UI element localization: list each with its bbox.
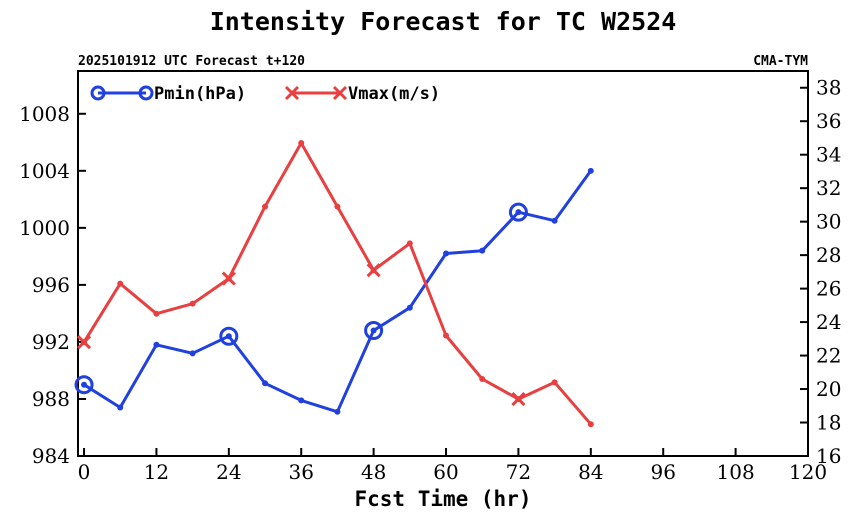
pmin-data-point — [262, 380, 269, 387]
x-tick-label: 24 — [216, 460, 241, 484]
vmax-data-point — [443, 332, 450, 339]
x-tick-label: 0 — [78, 460, 91, 484]
vmax-data-point — [117, 280, 124, 287]
vmax-data-point — [334, 203, 341, 210]
legend: Pmin(hPa) Vmax(m/s) — [90, 84, 440, 104]
vmax-data-point — [262, 203, 269, 210]
vmax-data-point — [298, 139, 305, 146]
axes: 0 12 24 36 48 60 72 84 96 108 120 984 988 992 996 1000 1… — [19, 76, 841, 484]
vmax-series-line — [82, 141, 592, 426]
legend-pmin-marker — [90, 85, 106, 101]
legend-vmax-marker — [284, 85, 300, 101]
legend-vmax-label: Vmax(m/s) — [348, 84, 440, 104]
left-y-tick-label: 984 — [32, 444, 70, 468]
x-tick-label: 96 — [650, 460, 675, 484]
right-y-tick-label: 26 — [816, 277, 841, 301]
vmax-data-point — [551, 379, 558, 386]
pmin-circle-marker — [508, 202, 528, 222]
right-y-tick-label: 28 — [816, 243, 841, 267]
right-y-tick-label: 32 — [816, 176, 841, 200]
left-y-tick-label: 1004 — [19, 159, 70, 183]
legend-vmax-marker — [332, 85, 348, 101]
pmin-data-point — [298, 397, 305, 404]
chart-title: Intensity Forecast for TC W2524 — [210, 7, 677, 36]
vmax-x-marker — [366, 263, 381, 278]
right-y-tick-label: 38 — [816, 76, 841, 100]
right-y-tick-label: 36 — [816, 109, 841, 133]
x-tick-label: 108 — [717, 460, 755, 484]
right-y-tick-label: 22 — [816, 344, 841, 368]
right-y-tick-label: 16 — [816, 444, 841, 468]
x-tick-label: 84 — [578, 460, 603, 484]
pmin-circle-marker — [364, 321, 384, 341]
pmin-data-point — [587, 167, 594, 174]
left-y-tick-label: 992 — [32, 330, 70, 354]
vmax-data-point — [189, 300, 196, 307]
left-y-tick-label: 988 — [32, 387, 70, 411]
pmin-data-point — [406, 304, 413, 311]
pmin-data-point — [334, 408, 341, 415]
x-axis-label: Fcst Time (hr) — [354, 487, 531, 511]
forecast-time-subtitle: 2025101912 UTC Forecast t+120 — [78, 54, 305, 69]
pmin-data-point — [153, 341, 160, 348]
x-tick-label: 12 — [144, 460, 169, 484]
legend-pmin-marker — [138, 85, 154, 101]
series-layer — [74, 139, 594, 428]
pmin-data-point — [117, 404, 124, 411]
right-y-tick-label: 30 — [816, 210, 841, 234]
vmax-x-marker — [221, 271, 236, 286]
left-y-tick-label: 1008 — [19, 102, 70, 126]
x-tick-label: 72 — [506, 460, 531, 484]
pmin-data-point — [443, 250, 450, 257]
pmin-data-point — [370, 327, 377, 334]
pmin-data-point — [189, 350, 196, 357]
vmax-data-point — [153, 310, 160, 317]
left-y-tick-label: 1000 — [19, 216, 70, 240]
right-y-tick-label: 34 — [816, 143, 841, 167]
pmin-circle-marker — [219, 326, 239, 346]
x-tick-label: 120 — [789, 460, 827, 484]
plot-frame — [77, 70, 809, 457]
pmin-data-point — [551, 217, 558, 224]
pmin-circle-marker — [74, 375, 94, 395]
x-tick-label: 36 — [288, 460, 313, 484]
x-tick-label: 60 — [433, 460, 458, 484]
pmin-data-point — [225, 333, 232, 340]
pmin-data-point — [515, 209, 522, 216]
model-name-subtitle: CMA-TYM — [753, 54, 808, 69]
vmax-data-point — [587, 421, 594, 428]
pmin-data-point — [81, 381, 88, 388]
pmin-data-point — [479, 247, 486, 254]
right-y-tick-label: 18 — [816, 411, 841, 435]
vmax-data-point — [479, 376, 486, 382]
x-tick-label: 48 — [361, 460, 386, 484]
vmax-x-marker — [511, 392, 526, 407]
legend-pmin-label: Pmin(hPa) — [154, 84, 246, 104]
right-y-tick-label: 24 — [816, 310, 841, 334]
right-y-tick-label: 20 — [816, 377, 841, 401]
vmax-x-marker — [76, 335, 92, 350]
left-y-tick-label: 996 — [32, 273, 70, 297]
vmax-data-point — [406, 240, 413, 247]
